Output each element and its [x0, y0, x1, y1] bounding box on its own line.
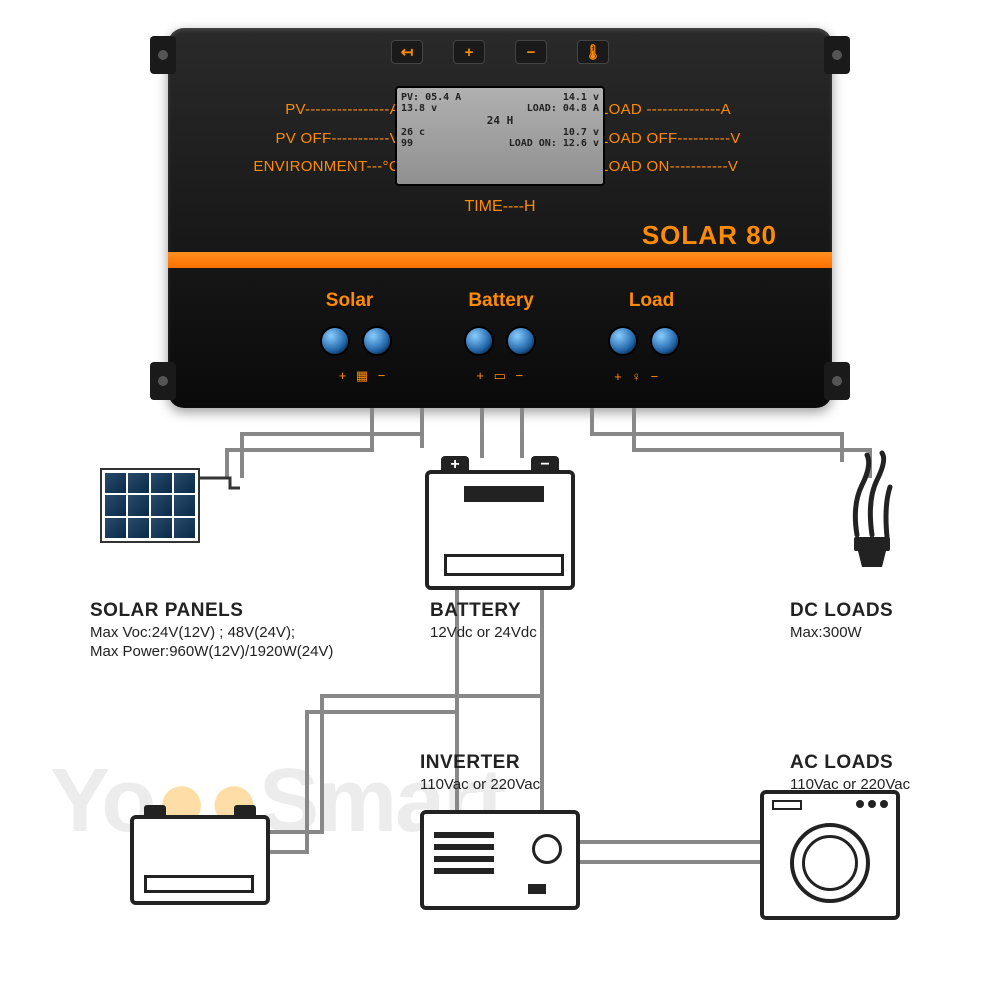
inverter-label: INVERTER 110Vac or 220Vac [420, 752, 540, 793]
wire [520, 408, 524, 458]
top-buttons: ↤ + − 🌡 [391, 40, 609, 64]
plus-button[interactable]: + [453, 40, 485, 64]
wire [480, 408, 484, 458]
load-pos-terminal[interactable] [608, 326, 638, 356]
solar-controller-unit: ↤ + − 🌡 PV----------------A PV OFF------… [168, 28, 832, 408]
dc-loads-label: DC LOADS Max:300W [790, 600, 893, 641]
solar-icon: + ▦ − [339, 368, 389, 384]
solar-pos-terminal[interactable] [320, 326, 350, 356]
battery-pos-terminal[interactable] [464, 326, 494, 356]
ac-loads-label: AC LOADS 110Vac or 220Vac [790, 752, 910, 793]
params-left: PV----------------A PV OFF-----------V E… [210, 96, 400, 182]
cfl-bulb-icon [832, 445, 912, 575]
battery-icon: +− [425, 470, 575, 590]
solar-lead-icon [200, 468, 260, 548]
temp-button[interactable]: 🌡 [577, 40, 609, 64]
pv-amp-label: PV----------------A [210, 96, 400, 125]
load-off-label: LOAD OFF----------V [600, 125, 790, 154]
load-neg-terminal[interactable] [650, 326, 680, 356]
battery-label-block: BATTERY 12Vdc or 24Vdc [430, 600, 537, 641]
wire [420, 408, 424, 448]
lcd-display: PV: 05.4 A14.1 v 13.8 vLOAD: 04.8 A 24 H… [395, 86, 605, 186]
solar-panels-label: SOLAR PANELS Max Voc:24V(12V) ; 48V(24V)… [90, 600, 333, 660]
washing-machine-icon [760, 790, 900, 920]
wire [578, 860, 768, 864]
wire [305, 710, 309, 850]
load-on-label: LOAD ON-----------V [600, 153, 790, 182]
load-amp-label: LOAD --------------A [600, 96, 790, 125]
nav-button[interactable]: ↤ [391, 40, 423, 64]
minus-button[interactable]: − [515, 40, 547, 64]
solar-panel-icon [100, 468, 200, 543]
pv-off-label: PV OFF-----------V [210, 125, 400, 154]
wire [225, 448, 374, 452]
wire [370, 408, 374, 448]
wire [305, 710, 459, 714]
inverter-icon [420, 810, 580, 910]
load-icon: + ♀ − [614, 368, 661, 384]
environment-label: ENVIRONMENT---°C [210, 153, 400, 182]
brand-label: SOLAR 80 [642, 220, 777, 251]
wire [590, 408, 594, 432]
solar-label: Solar [326, 290, 374, 312]
battery-label: Battery [468, 290, 533, 312]
params-right: LOAD --------------A LOAD OFF----------V… [600, 96, 790, 182]
wire [540, 710, 544, 815]
terminals [168, 326, 832, 356]
mount-tab [150, 36, 176, 74]
mount-tab [824, 36, 850, 74]
battery2-icon [130, 815, 270, 905]
battery-neg-terminal[interactable] [506, 326, 536, 356]
wire [240, 432, 424, 436]
time-label: TIME----H [464, 198, 535, 216]
battery-icon: + ▭ − [476, 368, 526, 384]
wire [320, 694, 324, 830]
terminal-icons: + ▦ − + ▭ − + ♀ − [168, 368, 832, 384]
wire [590, 432, 840, 436]
load-label: Load [629, 290, 674, 312]
wire [320, 694, 544, 698]
wire [632, 408, 636, 448]
accent-bar [168, 252, 832, 268]
solar-neg-terminal[interactable] [362, 326, 392, 356]
wire [540, 590, 544, 710]
terminal-labels: Solar Battery Load [168, 290, 832, 312]
wire [578, 840, 768, 844]
